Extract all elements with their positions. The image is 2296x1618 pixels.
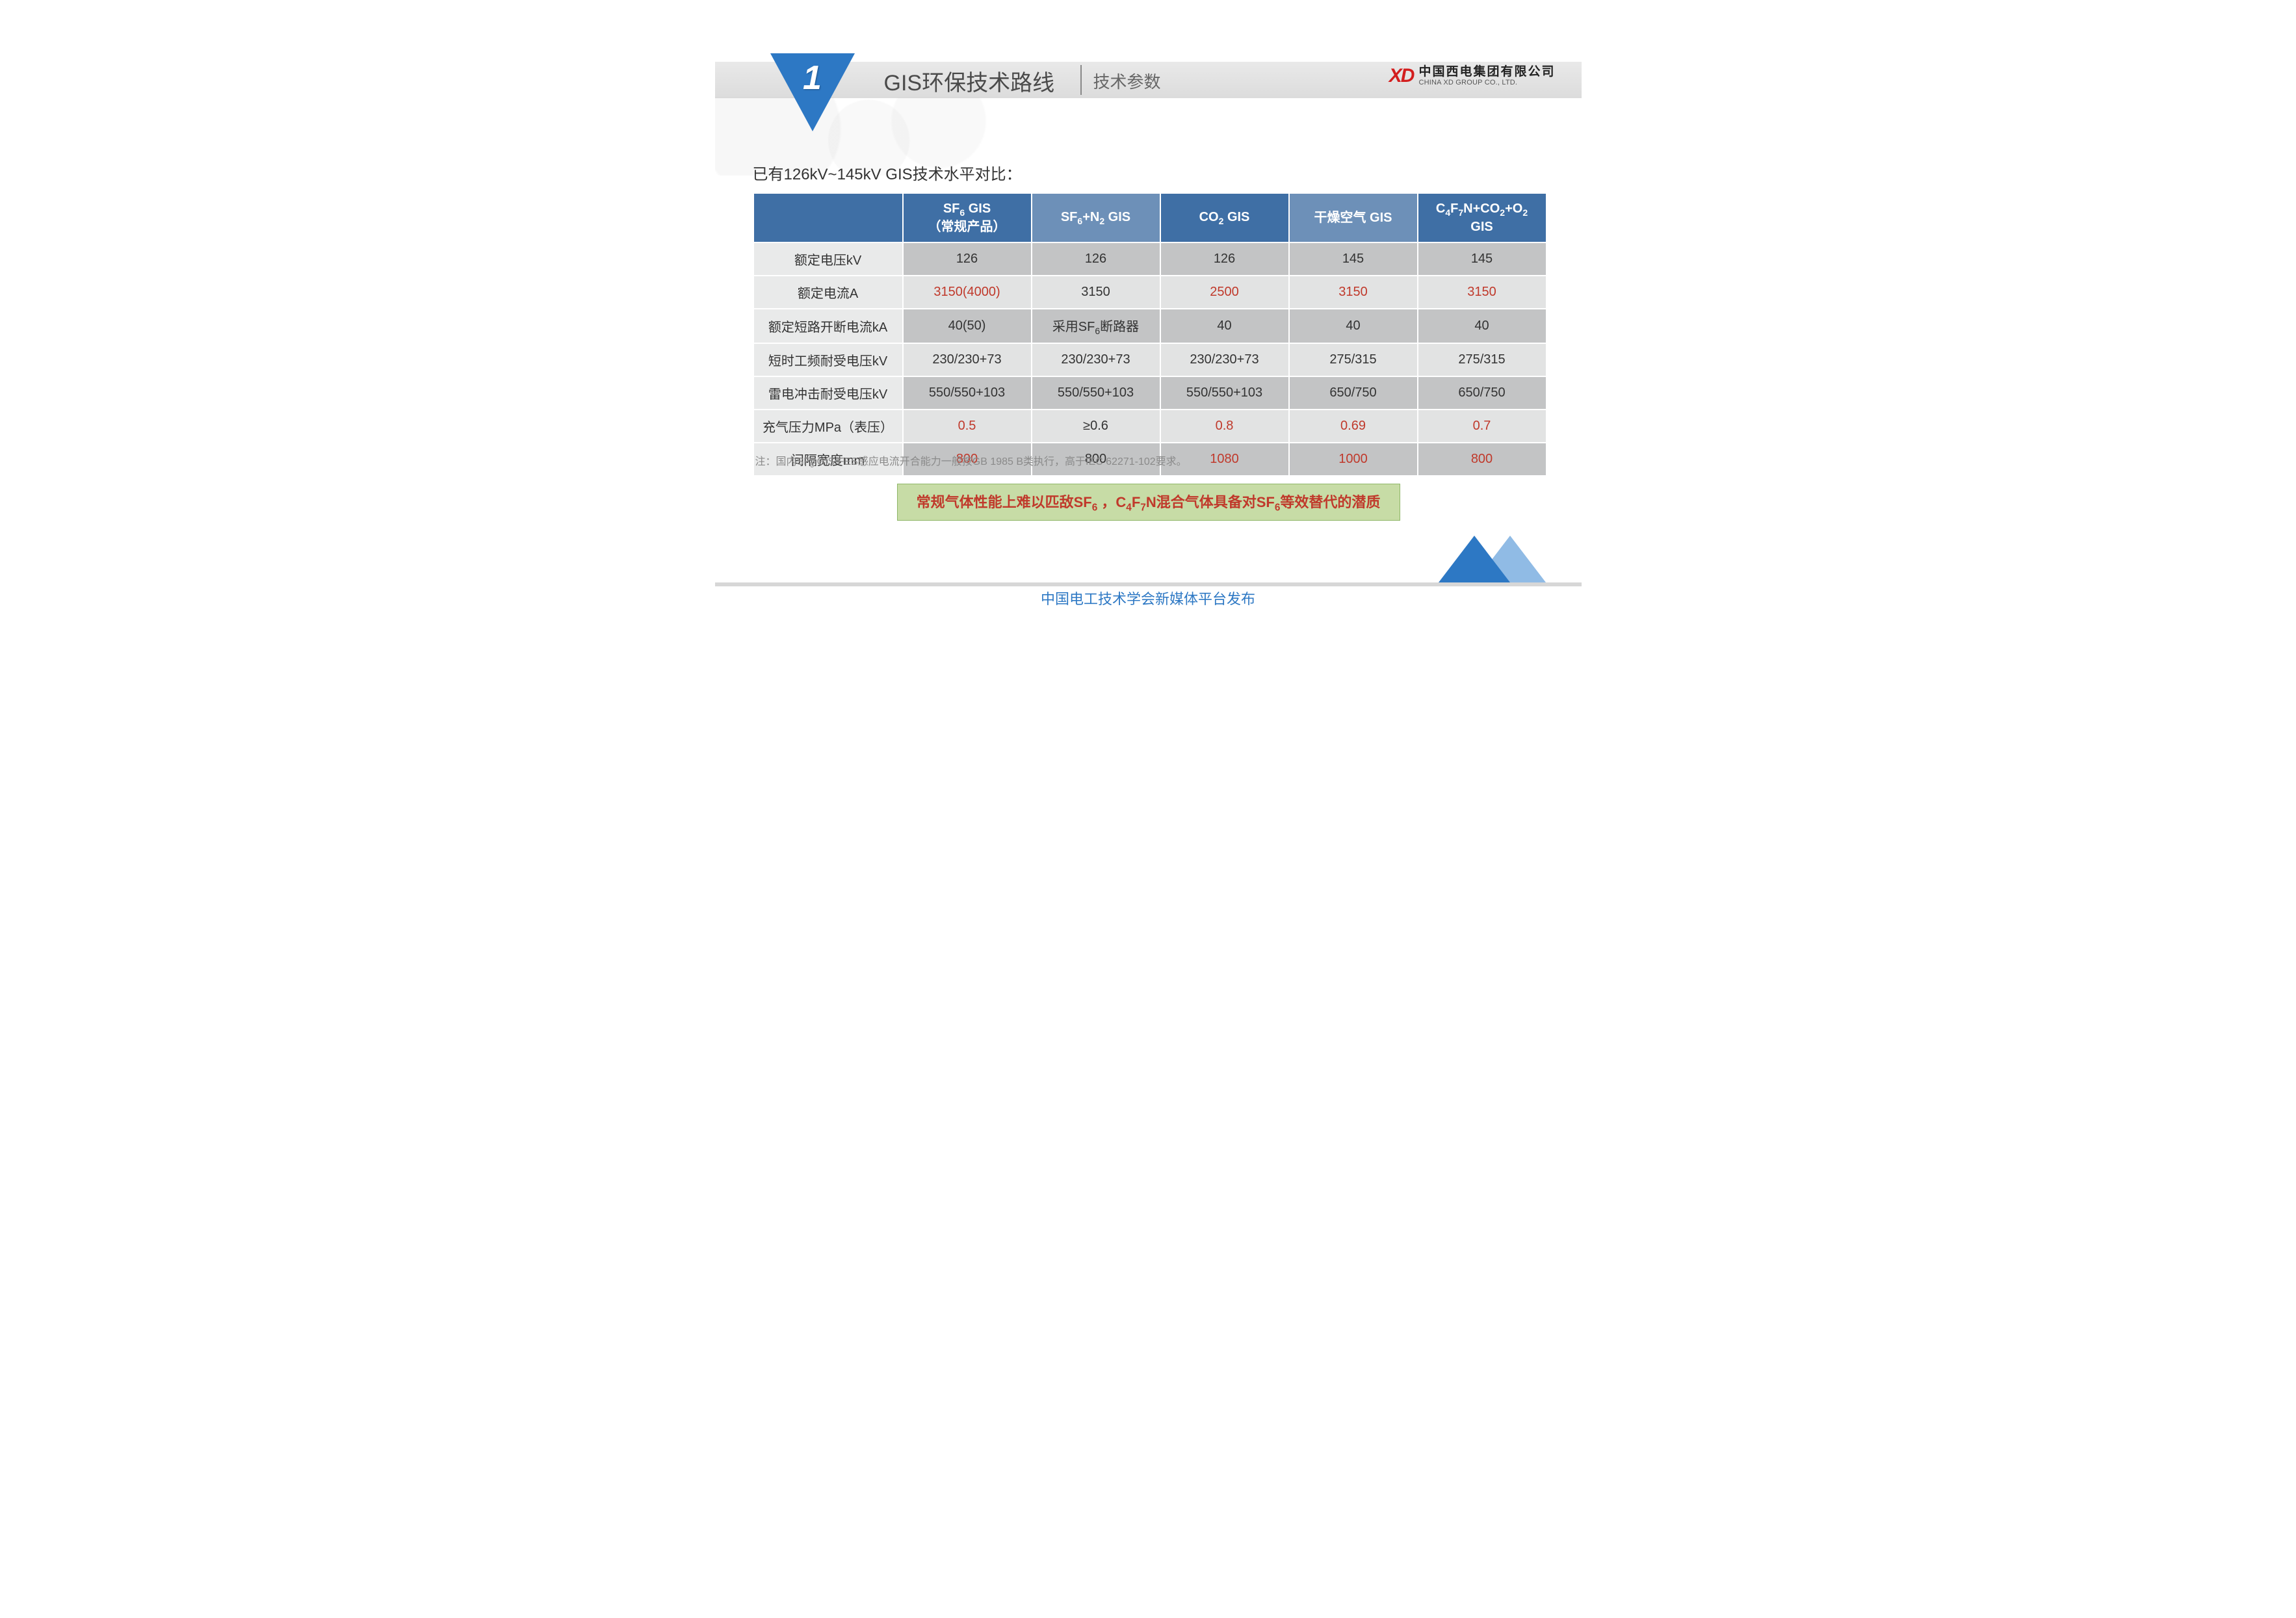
table-row: 雷电冲击耐受电压kV550/550+103550/550+103550/550+… xyxy=(753,376,1546,410)
table-row-label: 额定电流A xyxy=(753,276,903,309)
table-footnote: 注：国内SF6 GIS FES感应电流开合能力一般按GB 1985 B类执行，高… xyxy=(755,452,1187,469)
company-logo: XD 中国西电集团有限公司 CHINA XD GROUP CO., LTD. xyxy=(1389,65,1556,87)
table-header-cell: CO2 GIS xyxy=(1160,193,1289,242)
title-separator xyxy=(1080,65,1082,95)
section-heading: 已有126kV~145kV GIS技术水平对比： xyxy=(753,161,1022,184)
table-cell: 145 xyxy=(1418,242,1546,276)
table-header-cell: SF6+N2 GIS xyxy=(1032,193,1160,242)
logo-text: 中国西电集团有限公司 CHINA XD GROUP CO., LTD. xyxy=(1418,66,1555,87)
table-cell: 550/550+103 xyxy=(1032,376,1160,410)
logo-mark: XD xyxy=(1389,65,1414,87)
table-row-label: 额定短路开断电流kA xyxy=(753,309,903,343)
table-cell: 3150 xyxy=(1418,276,1546,309)
table-cell: 0.69 xyxy=(1289,410,1418,443)
section-number: 1 xyxy=(774,59,852,98)
table-cell: 0.7 xyxy=(1418,410,1546,443)
table-cell: 650/750 xyxy=(1418,376,1546,410)
table-cell: 0.5 xyxy=(903,410,1032,443)
table-header-cell: SF6 GIS（常规产品） xyxy=(903,193,1032,242)
table-header-row: SF6 GIS（常规产品）SF6+N2 GISCO2 GIS干燥空气 GISC4… xyxy=(753,193,1546,242)
table-cell: ≥0.6 xyxy=(1032,410,1160,443)
table-cell: 1000 xyxy=(1289,443,1418,476)
table-cell: 550/550+103 xyxy=(903,376,1032,410)
table-row-label: 额定电压kV xyxy=(753,242,903,276)
bottom-bar xyxy=(715,582,1582,586)
table-cell: 0.8 xyxy=(1160,410,1289,443)
table-row-label: 雷电冲击耐受电压kV xyxy=(753,376,903,410)
logo-cn: 中国西电集团有限公司 xyxy=(1418,66,1555,79)
table-cell: 650/750 xyxy=(1289,376,1418,410)
table-row: 短时工频耐受电压kV230/230+73230/230+73230/230+73… xyxy=(753,343,1546,376)
decoration-triangle-dark xyxy=(1439,536,1510,582)
table-cell: 3150(4000) xyxy=(903,276,1032,309)
table-header-cell: C4F7N+CO2+O2GIS xyxy=(1418,193,1546,242)
table-row: 充气压力MPa（表压）0.5≥0.60.80.690.7 xyxy=(753,410,1546,443)
table-cell: 800 xyxy=(1418,443,1546,476)
table-row-label: 充气压力MPa（表压） xyxy=(753,410,903,443)
table-cell: 40 xyxy=(1289,309,1418,343)
table-cell: 230/230+73 xyxy=(1160,343,1289,376)
comparison-table: SF6 GIS（常规产品）SF6+N2 GISCO2 GIS干燥空气 GISC4… xyxy=(753,192,1547,476)
table-row: 额定短路开断电流kA40(50)采用SF6断路器404040 xyxy=(753,309,1546,343)
table-cell: 126 xyxy=(903,242,1032,276)
table-cell: 3150 xyxy=(1289,276,1418,309)
page-title: GIS环保技术路线 xyxy=(884,65,1055,97)
table-cell: 230/230+73 xyxy=(903,343,1032,376)
table-cell: 275/315 xyxy=(1289,343,1418,376)
table-cell: 采用SF6断路器 xyxy=(1032,309,1160,343)
table-cell: 275/315 xyxy=(1418,343,1546,376)
table-row: 额定电流A3150(4000)3150250031503150 xyxy=(753,276,1546,309)
conclusion-callout: 常规气体性能上难以匹敌SF6 ，C4F7N混合气体具备对SF6等效替代的潜质 xyxy=(897,484,1400,521)
table-header-cell xyxy=(753,193,903,242)
publisher-line: 中国电工技术学会新媒体平台发布 xyxy=(715,588,1582,611)
table-body: 额定电压kV126126126145145额定电流A3150(4000)3150… xyxy=(753,242,1546,476)
table-cell: 40 xyxy=(1160,309,1289,343)
page-subtitle: 技术参数 xyxy=(1093,69,1161,93)
table-cell: 40(50) xyxy=(903,309,1032,343)
table-row-label: 短时工频耐受电压kV xyxy=(753,343,903,376)
logo-en: CHINA XD GROUP CO., LTD. xyxy=(1418,79,1555,86)
table-cell: 3150 xyxy=(1032,276,1160,309)
table-cell: 230/230+73 xyxy=(1032,343,1160,376)
table-header-cell: 干燥空气 GIS xyxy=(1289,193,1418,242)
table-cell: 40 xyxy=(1418,309,1546,343)
table-cell: 145 xyxy=(1289,242,1418,276)
table-row: 额定电压kV126126126145145 xyxy=(753,242,1546,276)
table-cell: 550/550+103 xyxy=(1160,376,1289,410)
table-head: SF6 GIS（常规产品）SF6+N2 GISCO2 GIS干燥空气 GISC4… xyxy=(753,193,1546,242)
table-cell: 126 xyxy=(1160,242,1289,276)
table-cell: 2500 xyxy=(1160,276,1289,309)
table-cell: 126 xyxy=(1032,242,1160,276)
slide: 1 GIS环保技术路线 技术参数 XD 中国西电集团有限公司 CHINA XD … xyxy=(715,0,1582,611)
